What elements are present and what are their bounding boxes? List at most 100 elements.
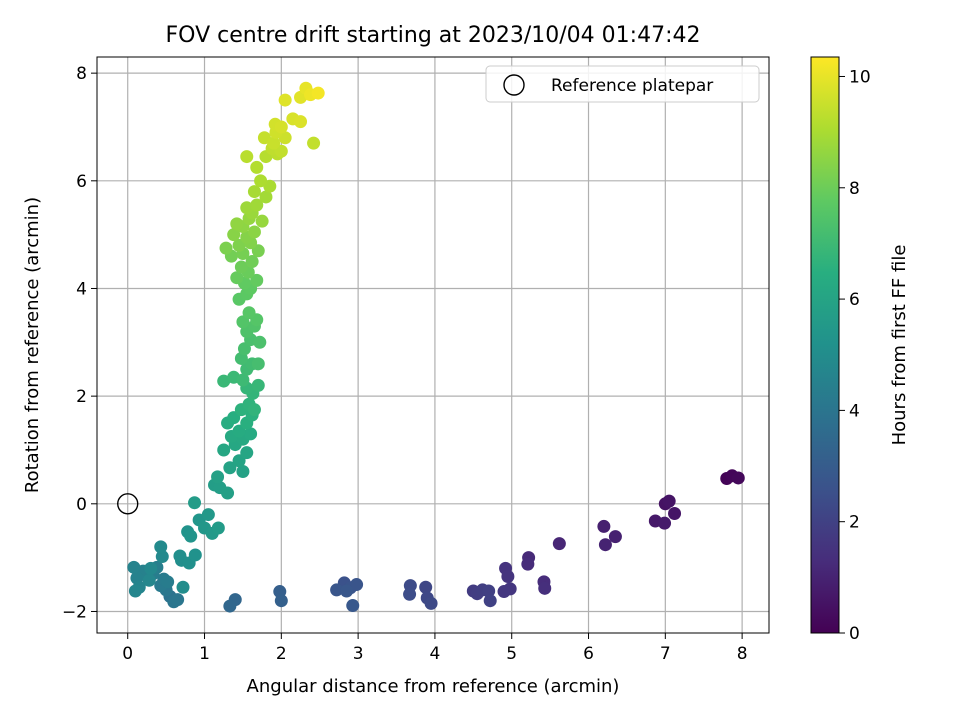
- legend: Reference platepar: [485, 65, 760, 103]
- data-point: [247, 225, 261, 239]
- data-point: [155, 550, 169, 564]
- data-point: [350, 578, 364, 592]
- data-point: [658, 516, 672, 530]
- y-axis-label: Rotation from reference (arcmin): [22, 197, 43, 493]
- data-point: [173, 549, 187, 563]
- colorbar-label: Hours from first FF file: [889, 245, 910, 446]
- data-point: [245, 255, 259, 269]
- data-point: [482, 584, 496, 598]
- data-point: [227, 411, 241, 425]
- reference-platepar-marker: [117, 493, 139, 515]
- colorbar-tick-label: 0: [849, 624, 860, 644]
- data-point: [608, 530, 622, 544]
- data-point: [232, 238, 246, 252]
- data-point: [240, 201, 254, 215]
- data-point: [552, 537, 566, 551]
- colorbar-tick-label: 10: [849, 67, 871, 87]
- data-point: [251, 378, 265, 392]
- x-tick-label: 8: [737, 644, 748, 664]
- grid-lines: [97, 57, 769, 633]
- legend-reference-marker: [503, 74, 525, 96]
- data-point: [346, 599, 360, 613]
- data-point: [188, 548, 202, 562]
- data-point: [419, 580, 433, 594]
- data-point: [307, 136, 321, 150]
- data-point: [247, 403, 261, 417]
- data-point: [127, 560, 141, 574]
- x-axis-label: Angular distance from reference (arcmin): [247, 676, 620, 697]
- x-tick-label: 6: [583, 644, 594, 664]
- data-point: [171, 593, 185, 607]
- y-tick-label: 2: [76, 387, 87, 407]
- data-point: [221, 486, 235, 500]
- data-point: [232, 424, 246, 438]
- y-tick-label: 6: [76, 172, 87, 192]
- y-tick-label: 8: [76, 64, 87, 84]
- data-point: [330, 583, 344, 597]
- x-tick-label: 1: [199, 644, 210, 664]
- legend-box: [485, 65, 760, 103]
- scatter-points: [127, 81, 745, 613]
- data-point: [251, 357, 265, 371]
- colorbar-tick-label: 6: [849, 290, 860, 310]
- data-point: [250, 273, 264, 287]
- colorbar-tick-label: 8: [849, 179, 860, 199]
- data-point: [254, 174, 268, 188]
- data-point: [184, 529, 198, 543]
- data-point: [236, 315, 250, 329]
- chart-title: FOV centre drift starting at 2023/10/04 …: [166, 23, 701, 48]
- x-tick-label: 4: [430, 644, 441, 664]
- data-point: [278, 93, 292, 107]
- data-point: [250, 160, 264, 174]
- data-point: [497, 585, 511, 599]
- colorbar: 0 2 4 6 8 10 Hours from first FF file: [810, 56, 910, 644]
- data-point: [242, 306, 256, 320]
- data-point: [217, 443, 231, 457]
- data-point: [219, 241, 233, 255]
- data-point: [232, 454, 246, 468]
- data-point: [154, 540, 168, 554]
- data-point: [237, 342, 251, 356]
- data-point: [403, 587, 417, 601]
- data-point: [211, 521, 225, 535]
- data-point: [274, 144, 288, 158]
- data-point: [598, 538, 612, 552]
- y-tick-label: −2: [62, 602, 87, 622]
- data-point: [521, 557, 535, 571]
- data-point: [211, 470, 225, 484]
- data-point: [188, 496, 202, 510]
- data-point: [501, 569, 515, 583]
- data-point: [274, 594, 288, 608]
- data-point: [161, 575, 175, 589]
- data-point: [230, 271, 244, 285]
- data-point: [662, 494, 676, 508]
- data-point: [250, 198, 264, 212]
- data-point: [255, 214, 269, 228]
- data-point: [538, 581, 552, 595]
- colorbar-gradient: [810, 56, 840, 634]
- x-tick-label: 0: [122, 644, 133, 664]
- data-point: [274, 120, 288, 134]
- data-point: [251, 244, 265, 258]
- y-tick-label: 4: [76, 279, 87, 299]
- data-point: [731, 471, 745, 485]
- data-point: [668, 506, 682, 520]
- data-point: [223, 599, 237, 613]
- axes-frame: [96, 56, 770, 634]
- data-point: [253, 335, 267, 349]
- data-point: [234, 260, 248, 274]
- y-tick-label: 0: [76, 495, 87, 515]
- colorbar-tick-label: 4: [849, 401, 860, 421]
- data-point: [201, 508, 215, 522]
- data-point: [240, 446, 254, 460]
- x-axis-ticks: 0 1 2 3 4 5 6 7 8: [122, 633, 748, 664]
- data-point: [259, 190, 273, 204]
- data-point: [128, 584, 142, 598]
- y-axis-ticks: −2 0 2 4 6 8: [62, 64, 97, 622]
- data-point: [240, 150, 254, 164]
- x-tick-label: 2: [276, 644, 287, 664]
- data-point: [223, 461, 237, 475]
- x-tick-label: 7: [660, 644, 671, 664]
- data-point: [236, 465, 250, 479]
- data-point: [142, 573, 156, 587]
